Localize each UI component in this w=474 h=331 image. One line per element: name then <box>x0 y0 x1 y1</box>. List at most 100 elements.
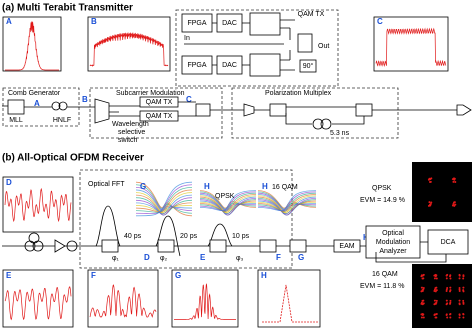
decoration <box>452 203 455 206</box>
block-label: MLL <box>9 117 23 124</box>
decoration <box>420 290 423 293</box>
point-label: E <box>200 253 206 262</box>
decoration <box>420 275 423 278</box>
decoration <box>449 275 452 278</box>
fiber-coil <box>58 101 68 111</box>
decoration <box>434 286 437 289</box>
modulator <box>297 33 313 53</box>
decoration <box>452 177 455 180</box>
group-title: Subcarrier Modulation <box>116 90 185 97</box>
decoration <box>458 277 461 280</box>
constellation <box>412 162 472 222</box>
decoration <box>449 277 452 280</box>
delay-label: 10 ps <box>232 233 250 240</box>
decoration <box>257 192 317 212</box>
inset-label: C <box>377 17 383 26</box>
inset-label: G <box>175 271 181 280</box>
decoration <box>435 277 438 280</box>
decoration <box>445 288 448 291</box>
decoration <box>445 313 448 316</box>
decoration <box>462 302 465 305</box>
decoration <box>422 273 425 276</box>
point-label: F <box>276 253 281 262</box>
decoration <box>434 302 437 305</box>
phase-label: 90° <box>303 62 314 70</box>
evm: EVM = 11.8 % <box>360 283 404 290</box>
decoration <box>458 316 461 319</box>
decoration <box>458 290 461 293</box>
decoration <box>428 201 431 204</box>
decoration <box>429 203 432 206</box>
decoration <box>433 299 436 302</box>
block-label: DAC <box>222 20 237 27</box>
decoration <box>135 194 193 215</box>
phase-label: φ₁ <box>112 255 120 262</box>
decoration <box>458 302 461 305</box>
evm: EVM = 14.9 % <box>360 197 405 204</box>
laser <box>7 99 25 115</box>
decoration <box>458 299 461 302</box>
decoration <box>446 273 449 276</box>
polmux-group <box>231 87 399 139</box>
decoration <box>422 316 425 319</box>
point-label: A <box>34 99 40 108</box>
port-label: In <box>184 35 190 42</box>
phase-shifter <box>299 59 317 73</box>
amplifier <box>243 103 255 117</box>
section-title: (a) Multi Terabit Transmitter <box>2 3 133 14</box>
decoration <box>449 299 452 302</box>
shape <box>289 239 307 253</box>
dca <box>427 229 469 255</box>
decoration <box>445 299 448 302</box>
decoration <box>422 299 425 302</box>
eye-label: H <box>204 182 210 191</box>
decoration <box>174 283 236 321</box>
decoration <box>199 196 257 215</box>
combiner <box>355 103 373 117</box>
inset-label: B <box>91 17 97 26</box>
decoration <box>435 299 438 302</box>
decoration <box>199 197 257 216</box>
eye-title: QPSK <box>215 193 235 200</box>
decoration <box>454 181 457 183</box>
inset <box>257 269 321 328</box>
inset-label: A <box>6 17 12 26</box>
wss <box>94 98 110 124</box>
decoration <box>422 288 425 291</box>
inset-label: H <box>261 271 267 280</box>
point-label: D <box>144 253 150 262</box>
decoration <box>427 178 430 181</box>
section-title: (b) All-Optical OFDM Receiver <box>2 153 144 164</box>
block-label: QAM TX <box>146 113 173 120</box>
block-label: EAM <box>339 243 354 250</box>
inset <box>87 269 159 328</box>
decoration <box>199 194 257 213</box>
decoration <box>199 190 257 212</box>
splitter <box>269 103 287 117</box>
block-label: FPGA <box>187 20 206 27</box>
shape <box>259 239 277 253</box>
format: 16 QAM <box>372 271 398 278</box>
decoration <box>135 184 193 214</box>
decoration <box>257 191 317 212</box>
decoration <box>434 290 437 293</box>
wires <box>109 101 244 117</box>
decoration <box>462 275 465 278</box>
group-title: Comb Generator <box>8 90 61 97</box>
delay-coil <box>320 118 332 130</box>
decoration <box>462 277 465 280</box>
wss-label: selective <box>118 129 145 136</box>
delay-coil <box>312 118 324 130</box>
decoration <box>422 313 425 316</box>
decoration <box>434 273 437 276</box>
decoration <box>449 316 452 319</box>
decoration <box>420 316 423 319</box>
decoration <box>429 180 432 183</box>
decoration <box>446 286 449 289</box>
driver <box>249 12 281 36</box>
eam <box>333 239 361 253</box>
decoration <box>257 196 317 215</box>
eye-title: 16 QAM <box>272 184 298 191</box>
decoration <box>422 302 425 305</box>
